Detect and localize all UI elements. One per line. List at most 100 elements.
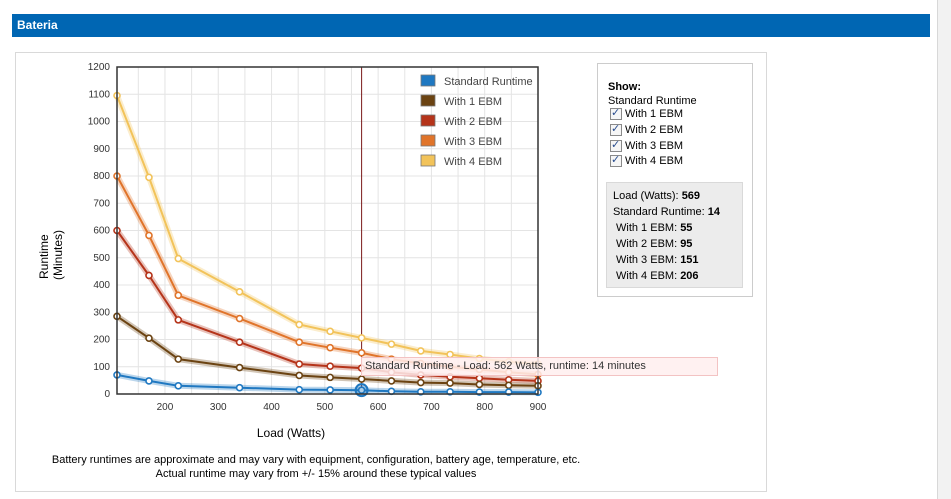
checkbox-label-ebm2: With 2 EBM [625,124,684,137]
chart-grid [117,66,539,395]
y-tick-label: 1000 [88,117,111,128]
data-point [145,271,153,280]
standard-runtime-label: Standard Runtime [608,95,697,107]
data-point [326,327,334,336]
data-point [416,378,425,387]
data-point [174,355,183,363]
data-point [174,254,183,263]
value-readout: Load (Watts): 569 Standard Runtime: 14 W… [606,182,743,288]
section-header: Bateria [12,14,930,37]
legend-swatch-2 [420,114,436,127]
y-tick-label: 100 [93,362,110,373]
show-panel: Show: Standard Runtime With 1 EBM With 2… [597,63,753,297]
footnote-line-2: Actual runtime may vary from +/- 15% aro… [155,468,477,480]
scrollbar[interactable] [937,0,951,499]
legend-label-1: With 1 EBM [444,96,502,108]
data-point [145,377,153,385]
x-tick-label: 800 [476,402,493,413]
checkbox-ebm2[interactable] [610,122,622,137]
legend-swatch-1 [420,94,436,107]
data-point [326,362,334,371]
data-point [326,386,334,394]
y-tick-label: 300 [93,307,110,318]
y-tick-label: 800 [93,171,110,182]
data-point [174,316,183,324]
chart-footnote: Battery runtimes are approximate and may… [36,453,596,481]
battery-panel: 0 100 200 300 400 500 600 700 800 900 1000 1100 1200… [15,52,767,492]
y-tick-label: 1200 [88,62,111,73]
data-point [357,349,366,357]
checkbox-row-ebm1[interactable]: With 1 EBM [610,106,683,122]
data-point [295,385,304,394]
data-point [235,363,244,372]
y-tick-label: 1100 [88,89,110,100]
checkbox-row-ebm2[interactable]: With 2 EBM [610,122,684,138]
legend-label-0: Standard Runtime [444,76,533,88]
chart-axes: 0 100 200 300 400 500 600 700 800 900 1000 1100 1200… [88,62,547,413]
data-point [357,375,366,383]
data-point [475,374,484,382]
legend-swatch-0 [420,74,436,87]
legend-label-4: With 4 EBM [444,156,502,168]
checkbox-label-ebm4: With 4 EBM [625,155,684,168]
checkbox-ebm1[interactable] [610,106,622,121]
data-point [295,338,304,347]
readout-ebm4-label: With 4 EBM: [616,270,678,282]
readout-load: Load (Watts): 569 [613,190,700,202]
legend-swatch-4 [420,154,436,167]
y-tick-label: 500 [93,253,110,264]
x-tick-label: 200 [157,402,174,413]
hover-point [354,383,369,398]
x-tick-label: 500 [316,402,333,413]
x-tick-label: 900 [530,402,547,413]
checkbox-row-ebm4[interactable]: With 4 EBM [610,153,684,169]
data-point [295,360,304,368]
x-axis-label: Load (Watts) [257,426,325,440]
x-tick-label: 400 [263,402,280,413]
data-point [357,334,366,342]
plot-border [116,66,539,395]
data-point [475,380,484,389]
readout-load-label: Load (Watts): [613,190,679,202]
readout-load-value: 569 [681,190,701,202]
checkbox-ebm3[interactable] [610,138,622,153]
data-point [446,379,454,387]
checkbox-row-ebm3[interactable]: With 3 EBM [610,138,683,154]
y-axis-label-line1: Runtime [37,234,51,279]
show-title: Show: [608,81,641,93]
y-tick-label: 600 [93,226,110,237]
checkbox-ebm4[interactable] [610,153,622,168]
data-point [145,334,153,342]
readout-standard-label: Standard Runtime: [613,206,705,218]
data-point [145,231,153,240]
readout-ebm3-label: With 3 EBM: [616,254,678,266]
readout-ebm1: With 1 EBM: 55 [616,222,692,234]
tooltip-text: Standard Runtime - Load: 562 Watts, runt… [365,360,646,372]
data-point [387,340,396,348]
data-point [387,377,396,385]
chart-tooltip: Standard Runtime - Load: 562 Watts, runt… [361,357,718,376]
x-tick-label: 700 [423,402,440,413]
data-point [235,288,244,296]
data-point [174,382,183,390]
y-tick-label: 400 [93,280,110,291]
data-point [416,347,425,355]
data-point [295,320,304,329]
readout-ebm2-label: With 2 EBM: [616,238,678,250]
readout-ebm1-label: With 1 EBM: [616,222,678,234]
data-point [235,314,244,323]
readout-ebm4-value: 206 [680,270,699,282]
data-point [235,383,244,392]
chart-legend[interactable]: Standard Runtime With 1 EBM With 2 EBM With… [420,74,533,168]
data-point [504,381,513,390]
section-title: Bateria [17,18,58,32]
data-point [174,291,183,300]
readout-ebm2: With 2 EBM: 95 [616,238,692,250]
data-point [357,386,366,394]
data-point [295,371,304,380]
y-tick-label: 700 [93,198,110,209]
legend-label-2: With 2 EBM [444,116,502,128]
y-tick-label: 900 [93,144,110,155]
legend-swatch-3 [420,134,436,147]
x-tick-label: 300 [210,402,227,413]
